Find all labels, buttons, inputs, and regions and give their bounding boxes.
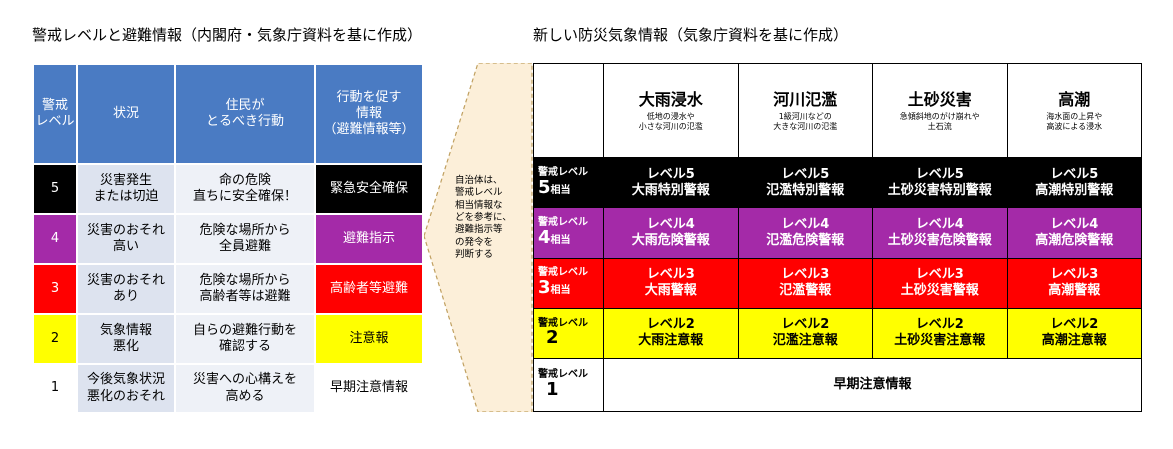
hazard-description: 低地の浸水や 小さな河川の氾濫 [638, 112, 703, 131]
level-cell: 2 [32, 313, 78, 365]
info-cell: 緊急安全確保 [314, 163, 424, 215]
row-level-number: 2 [546, 327, 559, 349]
table-row: 3 災害のおそれ あり 危険な場所から 高齢者等は避難 高齢者等避難 [32, 263, 424, 315]
level-cell: 3 [32, 263, 78, 315]
info-cell: 避難指示 [314, 213, 424, 265]
warning-cell: レベル2 大雨注意報 [603, 307, 739, 359]
table-row: 2 気象情報 悪化 自らの避難行動を 確認する 注意報 [32, 313, 424, 365]
table-row: 警戒レベル 1 早期注意情報 [533, 357, 1142, 413]
alert-level-table: 警戒 レベル 状況 住民が とるべき行動 行動を促す 情報 （避難情報等） 5 … [32, 63, 424, 414]
warning-cell: レベル2 高潮注意報 [1006, 307, 1142, 359]
row-suffix: 相当 [550, 184, 571, 196]
table-row: 5 災害発生 または切迫 命の危険 直ちに安全確保！ 緊急安全確保 [32, 163, 424, 215]
info-cell: 早期注意情報 [314, 363, 424, 414]
warning-cell: レベル3 大雨警報 [603, 257, 739, 309]
warning-cell: レベル5 土砂災害特別警報 [872, 157, 1008, 209]
row-suffix: 相当 [550, 234, 571, 246]
level-cell: 4 [32, 213, 78, 265]
action-cell: 命の危険 直ちに安全確保！ [174, 163, 316, 215]
hazard-header: 土砂災害 急傾斜地のがけ崩れや 土石流 [872, 62, 1008, 159]
header-level: 警戒 レベル [32, 63, 78, 165]
warning-cell: レベル3 高潮警報 [1006, 257, 1142, 309]
row-label: 警戒レベル [538, 369, 588, 381]
table-row: 1 今後気象状況 悪化のおそれ 災害への心構えを 高める 早期注意情報 [32, 363, 424, 414]
situation-cell: 災害発生 または切迫 [76, 163, 176, 215]
table-row: 4 災害のおそれ 高い 危険な場所から 全員避難 避難指示 [32, 213, 424, 265]
hazard-header: 河川氾濫 1級河川などの 大きな河川の氾濫 [737, 62, 873, 159]
row-level-number: 5 [538, 176, 551, 198]
warning-cell: レベル4 土砂災害危険警報 [872, 207, 1008, 259]
warning-cell: レベル5 高潮特別警報 [1006, 157, 1142, 209]
level-row-header: 警戒レベル 2 [533, 307, 604, 359]
header-action: 住民が とるべき行動 [174, 63, 316, 165]
warning-cell: レベル2 土砂災害注意報 [872, 307, 1008, 359]
row-label: 警戒レベル [538, 217, 588, 229]
table-row: 警戒レベル 4相当 レベル4 大雨危険警報 レベル4 氾濫危険警報 レベル4 土… [533, 207, 1142, 259]
hazard-header: 大雨浸水 低地の浸水や 小さな河川の氾濫 [603, 62, 739, 159]
level-row-header: 警戒レベル 1 [533, 357, 604, 413]
action-cell: 自らの避難行動を 確認する [174, 313, 316, 365]
situation-cell: 今後気象状況 悪化のおそれ [76, 363, 176, 414]
arrow-shape [424, 63, 533, 412]
row-level-number: 3 [538, 276, 551, 298]
hazard-description: 海水面の上昇や 高波による浸水 [1046, 112, 1103, 131]
situation-cell: 災害のおそれ 高い [76, 213, 176, 265]
right-header-row: 大雨浸水 低地の浸水や 小さな河川の氾濫 河川氾濫 1級河川などの 大きな河川の… [533, 62, 1142, 159]
row-label: 警戒レベル [538, 267, 588, 279]
level-row-header: 警戒レベル 3相当 [533, 257, 604, 309]
hazard-header: 高潮 海水面の上昇や 高波による浸水 [1006, 62, 1142, 159]
level-row-header: 警戒レベル 4相当 [533, 207, 604, 259]
situation-cell: 災害のおそれ あり [76, 263, 176, 315]
row-label: 警戒レベル [538, 167, 588, 179]
table-row: 警戒レベル 2 レベル2 大雨注意報 レベル2 氾濫注意報 レベル2 土砂災害注… [533, 307, 1142, 359]
header-info: 行動を促す 情報 （避難情報等） [314, 63, 424, 165]
level-row-header: 警戒レベル 5相当 [533, 157, 604, 209]
table-row: 警戒レベル 3相当 レベル3 大雨警報 レベル3 氾濫警報 レベル3 土砂災害警… [533, 257, 1142, 309]
warning-cell: レベル4 氾濫危険警報 [737, 207, 873, 259]
row-level-number: 4 [538, 226, 551, 248]
header-situation: 状況 [76, 63, 176, 165]
action-cell: 危険な場所から 全員避難 [174, 213, 316, 265]
warning-cell: レベル4 大雨危険警報 [603, 207, 739, 259]
early-warning-cell: 早期注意情報 [603, 357, 1142, 413]
info-cell: 高齢者等避難 [314, 263, 424, 315]
table-row: 警戒レベル 5相当 レベル5 大雨特別警報 レベル5 氾濫特別警報 レベル5 土… [533, 157, 1142, 209]
arrow-note: 自治体は、 警戒レベル 相当情報な どを参考に、 避難指示等 の発令を 判断する [455, 175, 512, 261]
situation-cell: 気象情報 悪化 [76, 313, 176, 365]
left-header-row: 警戒 レベル 状況 住民が とるべき行動 行動を促す 情報 （避難情報等） [32, 63, 424, 165]
hazard-description: 急傾斜地のがけ崩れや 土石流 [899, 112, 980, 131]
info-cell: 注意報 [314, 313, 424, 365]
level-cell: 5 [32, 163, 78, 215]
warning-cell: レベル5 氾濫特別警報 [737, 157, 873, 209]
hazard-description: 1級河川などの 大きな河川の氾濫 [773, 112, 838, 131]
row-level-number: 1 [546, 378, 559, 400]
warning-cell: レベル2 氾濫注意報 [737, 307, 873, 359]
hazard-name: 土砂災害 [907, 90, 972, 110]
right-title: 新しい防災気象情報（気象庁資料を基に作成） [533, 26, 849, 44]
row-suffix: 相当 [550, 284, 571, 296]
warning-cell: レベル5 大雨特別警報 [603, 157, 739, 209]
warning-cell: レベル3 土砂災害警報 [872, 257, 1008, 309]
hazard-name: 河川氾濫 [773, 90, 838, 110]
row-label: 警戒レベル [538, 317, 588, 329]
corner-cell [533, 62, 604, 159]
action-cell: 危険な場所から 高齢者等は避難 [174, 263, 316, 315]
weather-info-table: 大雨浸水 低地の浸水や 小さな河川の氾濫 河川氾濫 1級河川などの 大きな河川の… [533, 62, 1142, 413]
hazard-name: 高潮 [1058, 90, 1091, 110]
hazard-name: 大雨浸水 [638, 90, 703, 110]
warning-cell: レベル4 高潮危険警報 [1006, 207, 1142, 259]
action-cell: 災害への心構えを 高める [174, 363, 316, 414]
warning-cell: レベル3 氾濫警報 [737, 257, 873, 309]
level-cell: 1 [32, 363, 78, 414]
left-title: 警戒レベルと避難情報（内閣府・気象庁資料を基に作成） [32, 26, 423, 44]
